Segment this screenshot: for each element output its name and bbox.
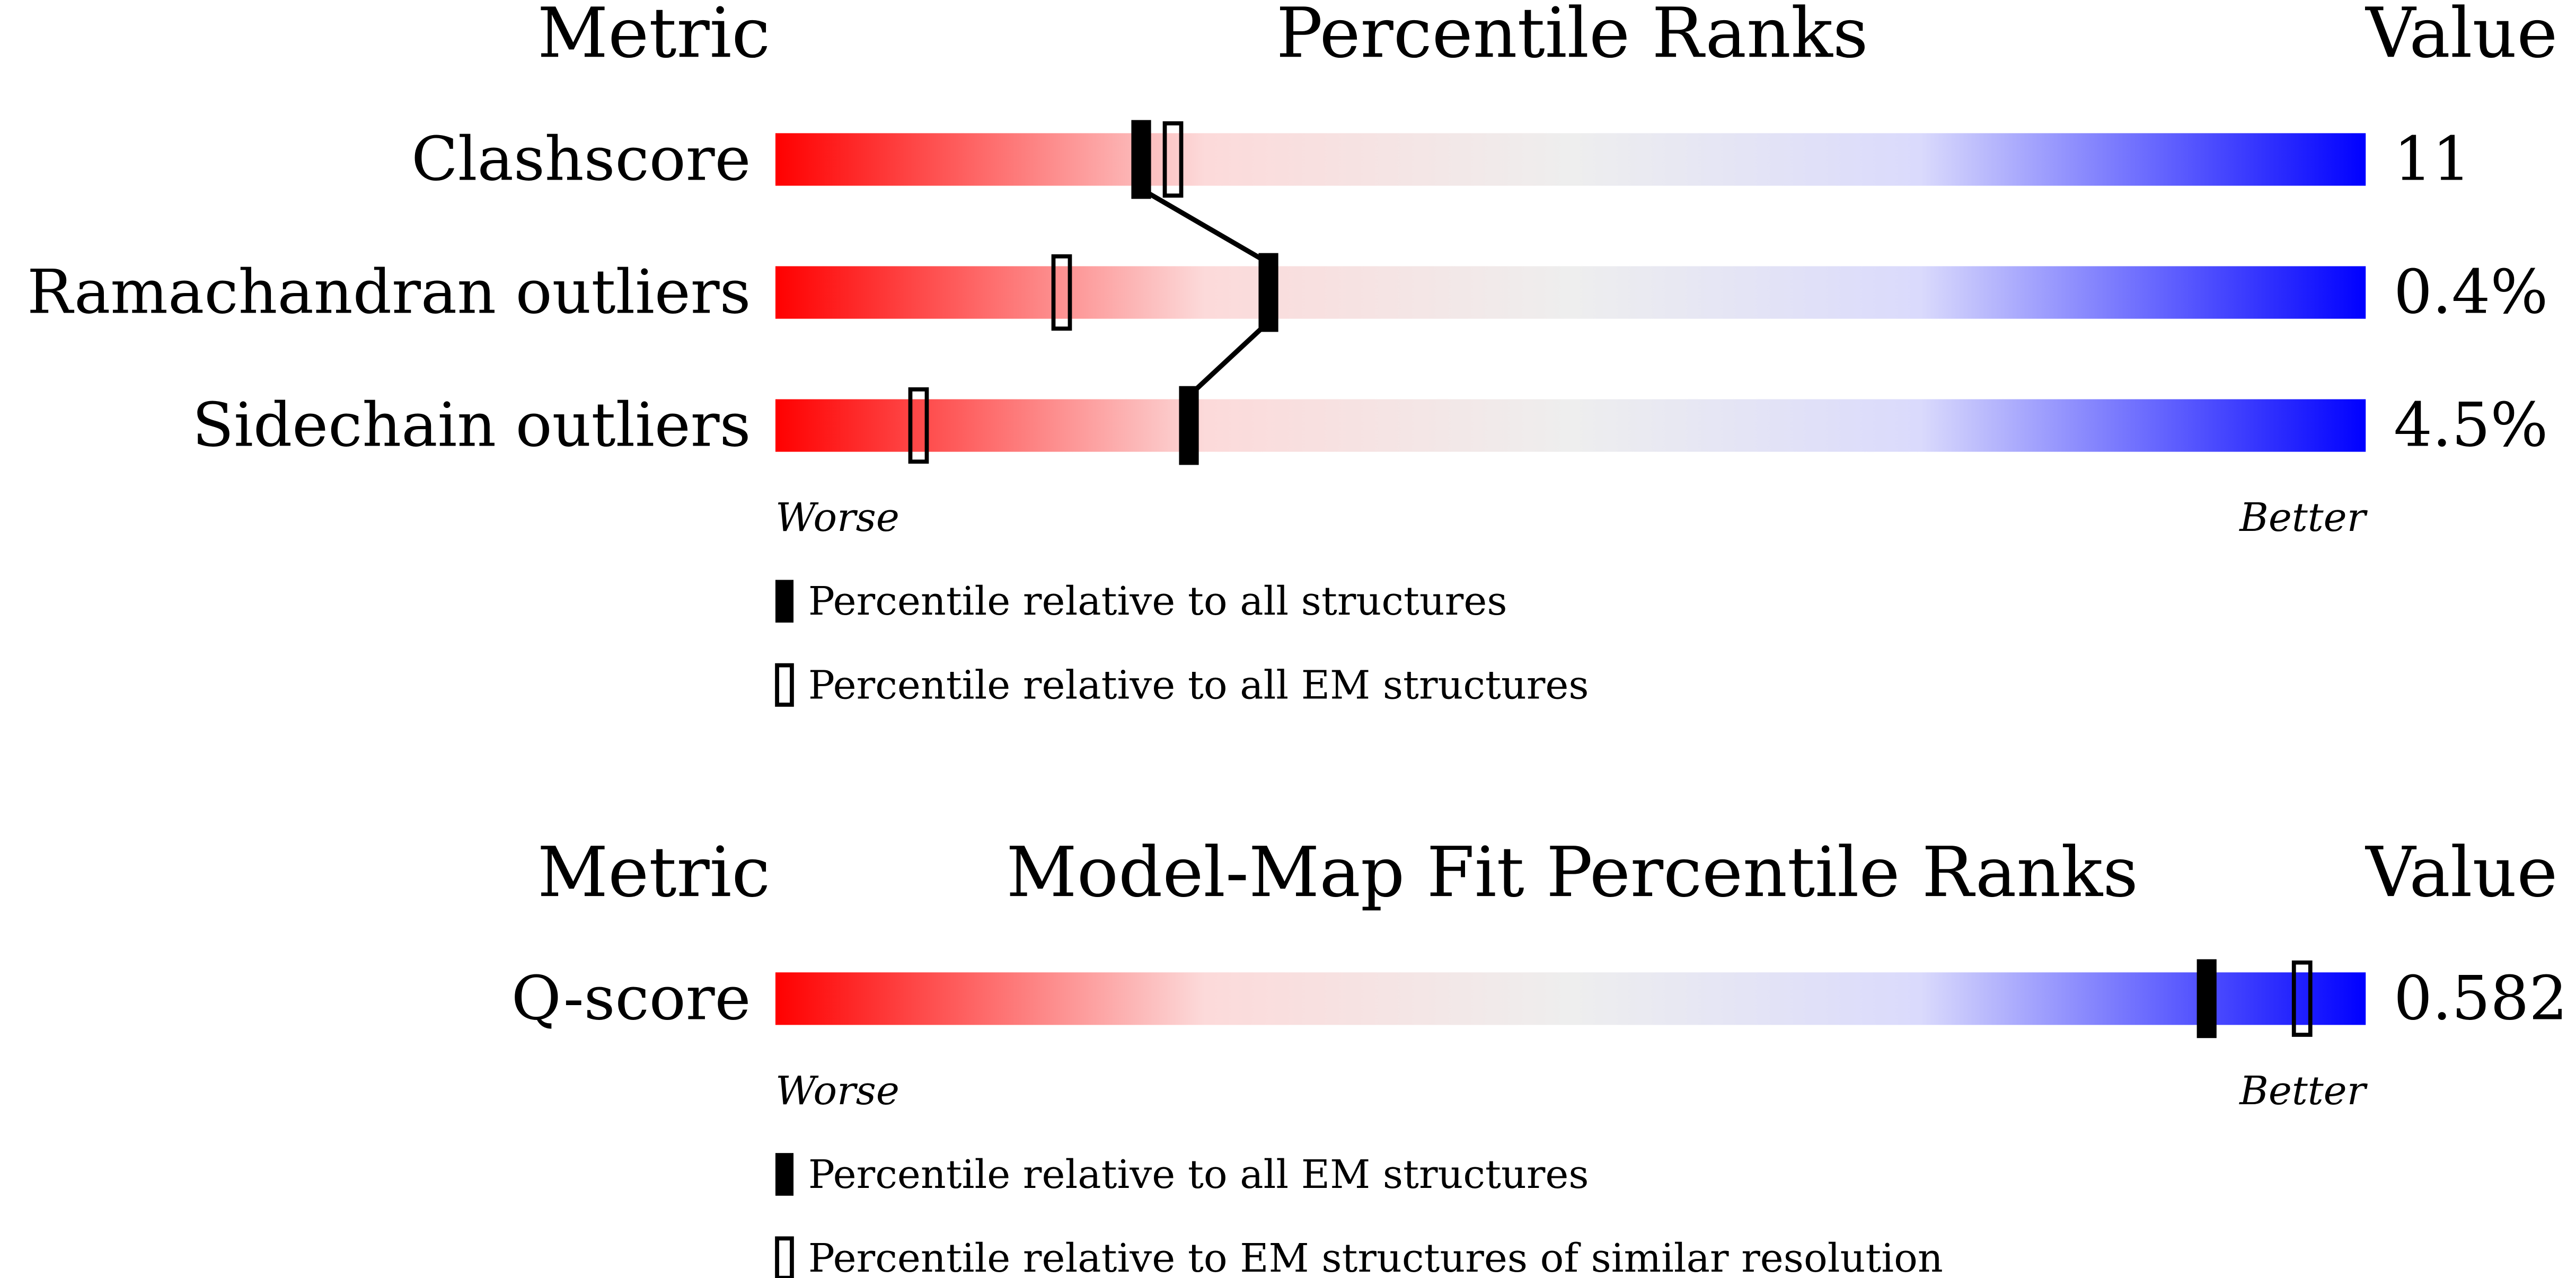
connector [1140, 187, 1270, 265]
legend-label: Percentile relative to EM structures of … [808, 1235, 1943, 1278]
header-metric: Metric [537, 832, 770, 912]
header-value: Value [2365, 0, 2557, 73]
marker-filled [1179, 386, 1199, 465]
scale-worse: Worse [775, 494, 899, 540]
marker-filled [2196, 959, 2217, 1039]
metric-label: Q-score [511, 963, 751, 1034]
legend-label: Percentile relative to all EM structures [808, 662, 1589, 708]
scale-worse: Worse [775, 1068, 899, 1114]
header-metric: Metric [537, 0, 770, 73]
percentile-bar [775, 266, 2366, 319]
percentile-bar [775, 133, 2366, 186]
metric-value: 0.582 [2394, 963, 2568, 1034]
header-value: Value [2365, 832, 2557, 912]
header-title: Percentile Ranks [1276, 0, 1868, 73]
metric-value: 11 [2394, 124, 2471, 194]
metric-value: 0.4% [2394, 258, 2548, 328]
marker-open [1051, 254, 1072, 331]
legend-label: Percentile relative to all EM structures [808, 1151, 1589, 1197]
legend-swatch [775, 580, 794, 623]
metric-value: 4.5% [2394, 390, 2548, 461]
header-title: Model-Map Fit Percentile Ranks [1006, 832, 2138, 912]
percentile-bar [775, 399, 2366, 452]
legend-label: Percentile relative to all structures [808, 578, 1507, 624]
metric-label: Ramachandran outliers [27, 258, 751, 328]
metric-label: Clashscore [411, 124, 751, 194]
metric-label: Sidechain outliers [192, 390, 751, 461]
connector [1187, 320, 1271, 398]
legend-swatch [775, 663, 794, 707]
marker-open [1162, 121, 1184, 198]
legend-swatch [775, 1236, 794, 1278]
scale-better: Better [2238, 494, 2368, 540]
legend-swatch [775, 1153, 794, 1196]
marker-open [2291, 960, 2313, 1037]
marker-open [908, 387, 929, 464]
marker-filled [1258, 253, 1278, 332]
percentile-bar [775, 972, 2366, 1025]
marker-filled [1131, 120, 1151, 199]
scale-better: Better [2238, 1068, 2368, 1114]
